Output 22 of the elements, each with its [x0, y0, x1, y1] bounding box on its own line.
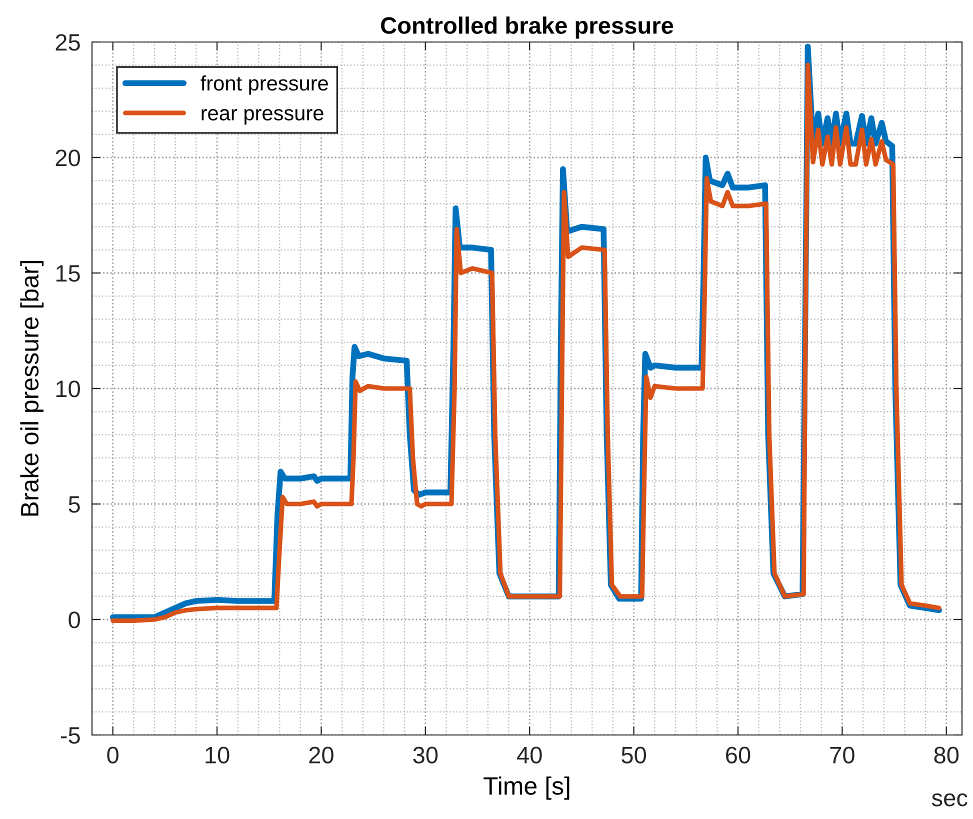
- x-tick-label: 40: [517, 746, 542, 764]
- text: sec: [932, 793, 968, 806]
- x-tick-label: 70: [830, 746, 854, 764]
- x-tick-label: 50: [622, 746, 646, 764]
- x-axis-title: Time [s]: [484, 776, 570, 800]
- y-tick-label: 10: [56, 380, 80, 398]
- legend-label: front pressure: [200, 75, 328, 95]
- y-tick-label: 20: [56, 150, 80, 166]
- x-tick-label: 30: [413, 746, 438, 764]
- y-tick-label: 15: [56, 265, 80, 282]
- y-tick-label: 25: [56, 34, 80, 51]
- x-tick-label: 10: [206, 746, 230, 764]
- x-tick-label: 0: [107, 746, 118, 764]
- y-tick-label: 0: [68, 612, 80, 628]
- y-tick-label: 5: [68, 496, 80, 513]
- x-tick-label: 60: [726, 746, 750, 764]
- x-tick-label: 80: [934, 746, 959, 764]
- legend-label: rear pressure: [202, 109, 324, 125]
- y-tick-label: -5: [60, 727, 80, 744]
- chart-title: Controlled brake pressure: [381, 16, 674, 39]
- x-tick-label: 20: [309, 746, 334, 764]
- y-axis-title: Brake oil pressure [bar]: [20, 261, 44, 516]
